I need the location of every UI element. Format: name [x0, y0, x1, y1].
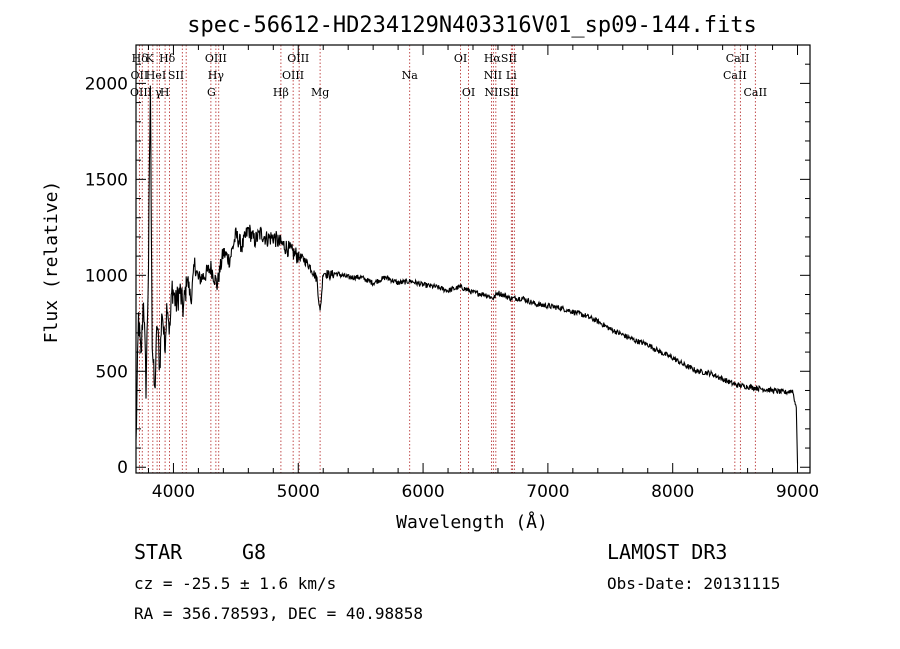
x-tick-label: 8000	[651, 482, 694, 502]
y-tick-label: 500	[96, 362, 128, 382]
line-label: H	[160, 86, 170, 99]
line-label: Hδ	[159, 52, 176, 65]
y-tick-label: 2000	[85, 74, 128, 94]
line-label: Hβ	[273, 86, 289, 99]
line-label: HαSII	[484, 52, 517, 65]
line-label: Na	[402, 69, 419, 82]
line-label: G	[207, 86, 216, 99]
line-label: γ	[155, 86, 162, 99]
y-tick-label: 1000	[85, 266, 128, 286]
coordinates: RA = 356.78593, DEC = 40.98858	[134, 604, 423, 623]
observation-date: Obs-Date: 20131115	[607, 574, 780, 593]
x-tick-label: 6000	[401, 482, 444, 502]
line-label: Mg	[311, 86, 329, 99]
line-label: NII	[484, 69, 502, 82]
line-label: CaII	[723, 69, 747, 82]
object-class: STAR	[134, 540, 183, 564]
y-axis-label: Flux (relative)	[41, 181, 62, 344]
line-label: OIII	[130, 86, 152, 99]
line-label: OIII	[287, 52, 309, 65]
redshift-cz: cz = -25.5 ± 1.6 km/s	[134, 574, 336, 593]
line-label: SII	[168, 69, 184, 82]
line-markers	[138, 45, 756, 473]
y-tick-label: 0	[117, 458, 128, 478]
line-label: Hγ	[208, 69, 225, 82]
x-tick-label: 5000	[277, 482, 320, 502]
x-tick-label: 9000	[776, 482, 819, 502]
x-axis-label: Wavelength (Å)	[396, 511, 548, 533]
line-label: OIII	[205, 52, 227, 65]
spectral-subclass: G8	[242, 540, 266, 564]
line-label: NIISII	[484, 86, 519, 99]
x-tick-label: 4000	[152, 482, 195, 502]
line-label: HeI	[146, 69, 166, 82]
line-label: OIII	[282, 69, 304, 82]
axis-ticks: 4000 5000 6000 7000 8000 9000 0 500 1000 1500 2000	[85, 45, 819, 502]
spectrum-series	[135, 85, 799, 464]
line-label: CaII	[743, 86, 767, 99]
plot-frame	[135, 44, 811, 474]
line-label: OI	[454, 52, 467, 65]
line-label: OII	[131, 69, 149, 82]
chart-title: spec-56612-HD234129N403316V01_sp09-144.f…	[187, 13, 757, 38]
y-tick-label: 1500	[85, 170, 128, 190]
line-label: CaII	[726, 52, 750, 65]
line-label: Li	[506, 69, 517, 82]
survey-name: LAMOST DR3	[607, 540, 727, 564]
x-tick-label: 7000	[526, 482, 569, 502]
line-label: OI	[462, 86, 475, 99]
line-label: K	[146, 52, 155, 65]
